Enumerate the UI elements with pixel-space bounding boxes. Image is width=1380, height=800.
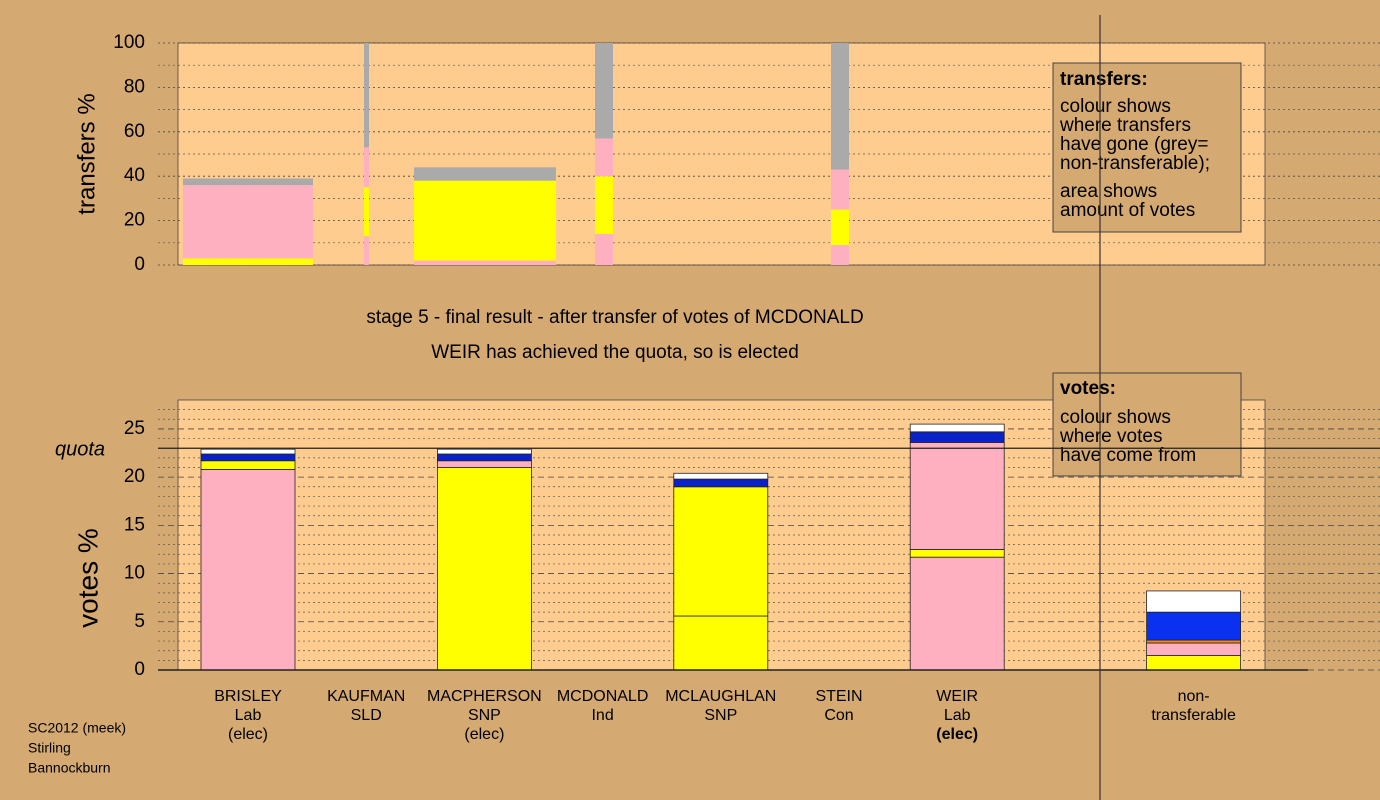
category-label: transferable — [1151, 707, 1236, 724]
category-label: MCLAUGHLAN — [665, 688, 776, 705]
transfer-segment — [595, 138, 613, 177]
y-tick-label: 15 — [124, 514, 145, 535]
transfers-legend-box — [1052, 62, 1242, 233]
vote-segment — [200, 469, 296, 671]
legend-heading: votes: — [1060, 378, 1116, 399]
vote-segment — [673, 615, 769, 671]
vote-segment — [909, 549, 1005, 558]
vote-segment — [673, 486, 769, 617]
transfer-segment — [414, 180, 556, 261]
footer-line: Bannockburn — [28, 760, 111, 776]
legend-line: area shows — [1060, 181, 1157, 202]
vote-segment — [909, 442, 1005, 550]
category-label: STEIN — [815, 688, 862, 705]
legend-line: non-transferable); — [1060, 153, 1210, 174]
category-label: Lab — [235, 707, 262, 724]
transfer-segment — [364, 43, 369, 148]
y-tick-label: 100 — [113, 32, 145, 53]
transfer-segment — [831, 245, 849, 265]
transfer-segment — [595, 176, 613, 234]
transfer-segment — [831, 43, 849, 170]
category-label: (elec) — [936, 726, 978, 743]
vote-segment — [436, 467, 532, 671]
vote-segment — [200, 453, 296, 462]
category-label: (elec) — [464, 726, 504, 743]
y-tick-label: 20 — [124, 210, 145, 231]
y-tick-label: 60 — [124, 121, 145, 142]
vote-segment — [673, 472, 769, 480]
transfer-segment — [831, 169, 849, 210]
legend-heading: transfers: — [1060, 69, 1148, 90]
vote-segment — [909, 431, 1005, 443]
footer-line: SC2012 (meek) — [28, 720, 126, 736]
transfer-segment — [364, 147, 369, 188]
category-label: Con — [824, 707, 853, 724]
vote-segment — [200, 448, 296, 455]
legend-line: have come from — [1060, 445, 1196, 466]
stage-title: stage 5 - final result - after transfer … — [366, 307, 863, 328]
category-label: SNP — [704, 707, 737, 724]
category-label: MCDONALD — [557, 688, 649, 705]
marks — [183, 43, 1241, 671]
legend-line: colour shows — [1060, 407, 1171, 428]
category-label: MACPHERSON — [427, 688, 542, 705]
vote-segment — [909, 423, 1005, 433]
transfer-segment — [595, 43, 613, 139]
transfer-segment — [414, 167, 556, 181]
quota-label: quota — [55, 438, 105, 460]
transfer-segment — [364, 236, 369, 265]
category-label: BRISLEY — [214, 688, 282, 705]
footer-line: Stirling — [28, 740, 71, 756]
legend-line: where transfers — [1059, 115, 1191, 136]
vote-segment — [1146, 655, 1241, 671]
y-tick-label: 40 — [124, 165, 145, 186]
y-tick-label: 20 — [124, 466, 145, 487]
transfer-segment — [831, 209, 849, 246]
vote-segment — [909, 556, 1005, 671]
y-tick-label: 80 — [124, 76, 145, 97]
vote-segment — [436, 460, 532, 468]
vote-segment — [673, 478, 769, 488]
transfer-segment — [183, 178, 313, 186]
y-tick-label: 0 — [134, 254, 145, 275]
grid — [158, 42, 1380, 671]
legend-line: amount of votes — [1060, 200, 1195, 221]
vote-segment — [436, 453, 532, 462]
votes-legend-box — [1052, 372, 1242, 477]
legend-line: have gone (grey= — [1060, 134, 1208, 155]
bottom-y-label: votes % — [72, 528, 103, 628]
transfer-segment — [183, 258, 313, 265]
top-y-label: transfers % — [73, 93, 100, 214]
y-tick-label: 25 — [124, 418, 145, 439]
y-tick-label: 0 — [134, 659, 145, 680]
category-label: WEIR — [936, 688, 978, 705]
vote-segment — [1146, 642, 1241, 656]
category-label: non- — [1178, 688, 1210, 705]
vote-segment — [200, 460, 296, 470]
category-label: (elec) — [228, 726, 268, 743]
category-label: KAUFMAN — [327, 688, 405, 705]
vote-segment — [1146, 639, 1241, 644]
category-label: Lab — [944, 707, 971, 724]
vote-segment — [1146, 590, 1241, 613]
category-label: SLD — [351, 707, 382, 724]
y-tick-label: 5 — [134, 611, 145, 632]
legend-line: colour shows — [1060, 96, 1171, 117]
category-label: SNP — [468, 707, 501, 724]
legend-line: where votes — [1059, 426, 1162, 447]
y-tick-label: 10 — [124, 563, 145, 584]
transfer-segment — [364, 187, 369, 237]
transfer-segment — [595, 233, 613, 265]
stage-subtitle: WEIR has achieved the quota, so is elect… — [431, 342, 799, 363]
transfer-segment — [414, 260, 556, 265]
vote-segment — [1146, 611, 1241, 641]
vote-segment — [436, 448, 532, 455]
category-label: Ind — [591, 707, 613, 724]
transfer-segment — [183, 185, 313, 259]
